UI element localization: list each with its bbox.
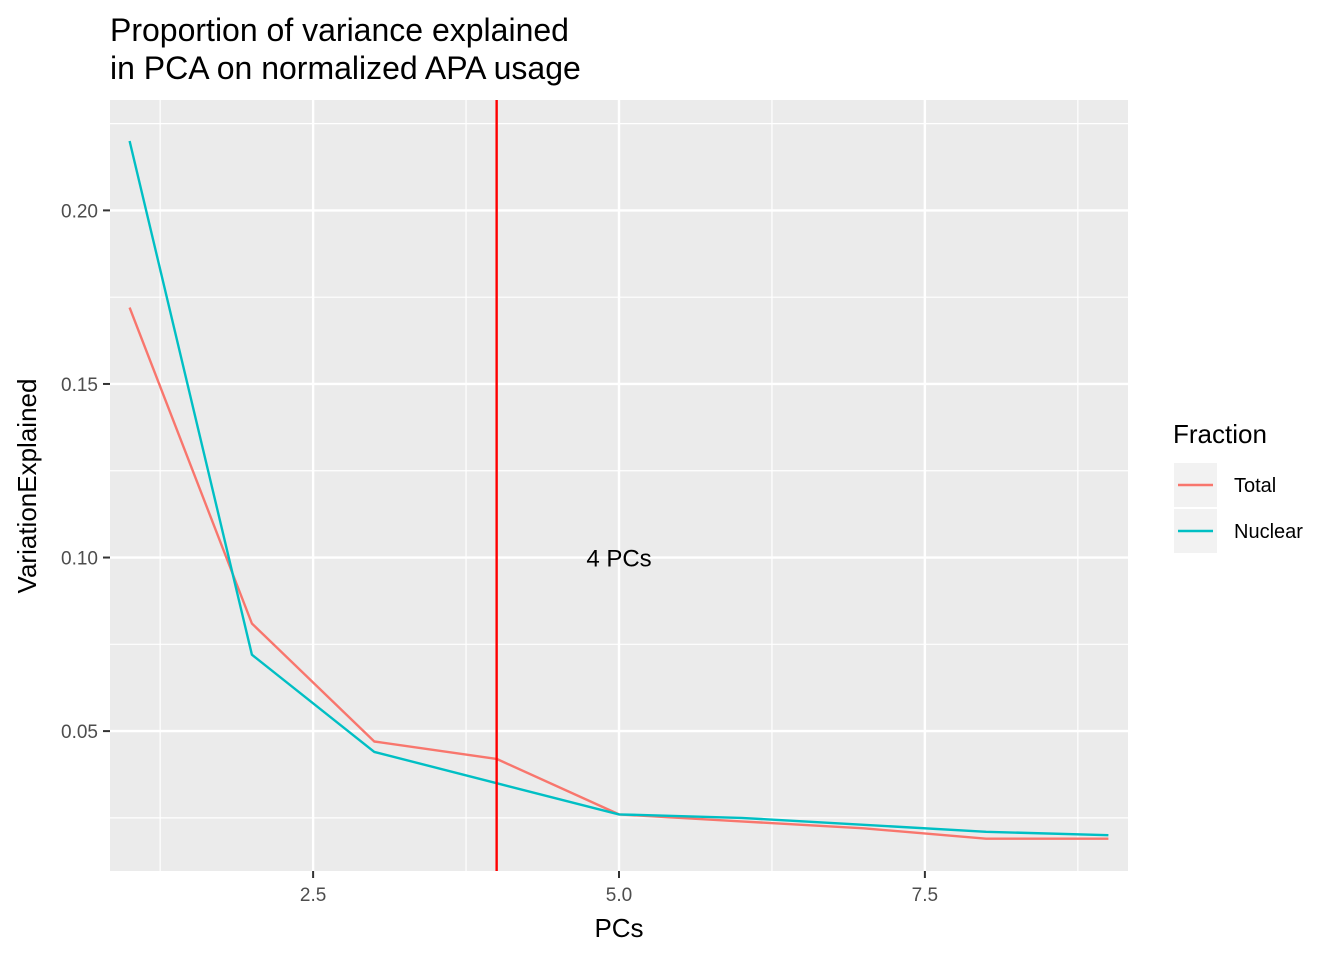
annotation-label: 4 PCs — [586, 546, 651, 573]
y-tick-label: 0.10 — [61, 549, 98, 570]
y-axis-title: VariationExplained — [12, 379, 42, 594]
x-tick-label: 7.5 — [912, 885, 938, 906]
chart-title-line-1: Proportion of variance explained — [110, 12, 569, 48]
chart-title: Proportion of variance explained in PCA … — [110, 12, 581, 86]
x-tick-label: 2.5 — [300, 885, 326, 906]
x-tick-label: 5.0 — [606, 885, 632, 906]
y-tick-label: 0.05 — [61, 722, 98, 743]
y-axis-ticks: 0.05 0.10 0.15 0.20 — [61, 201, 110, 743]
chart-title-line-2: in PCA on normalized APA usage — [110, 50, 581, 86]
x-axis-ticks: 2.5 5.0 7.5 — [300, 871, 938, 906]
legend-title: Fraction — [1173, 419, 1267, 449]
legend-items: Total Nuclear — [1174, 463, 1303, 553]
y-tick-label: 0.15 — [61, 375, 98, 396]
series-line-nuclear — [128, 140, 1109, 837]
legend-label-total: Total — [1234, 475, 1276, 497]
legend-label-nuclear: Nuclear — [1234, 521, 1303, 543]
series-lines — [128, 140, 1109, 840]
legend: Fraction Total Nuclear — [1173, 419, 1303, 553]
y-tick-label: 0.20 — [61, 201, 98, 222]
grid-major — [110, 100, 1128, 871]
x-axis-title: PCs — [594, 913, 643, 943]
